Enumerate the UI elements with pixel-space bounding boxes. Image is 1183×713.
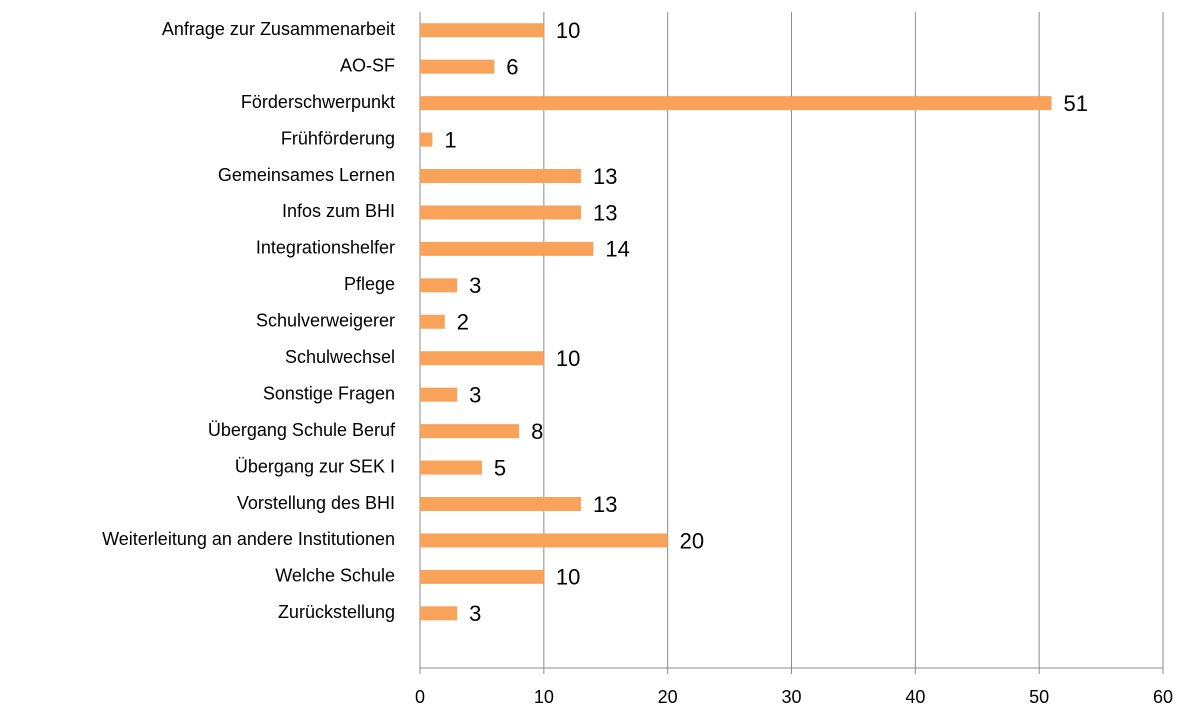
- bar: [420, 424, 520, 439]
- data-label: 14: [605, 237, 629, 262]
- y-tick-label: Welche Schule: [275, 566, 395, 586]
- data-label: 2: [457, 310, 469, 335]
- data-label: 20: [680, 528, 704, 553]
- y-tick-label: Vorstellung des BHI: [237, 493, 395, 513]
- y-tick-label: Gemeinsames Lernen: [218, 165, 395, 185]
- bar: [420, 205, 581, 220]
- bar: [420, 169, 581, 183]
- data-label: 8: [531, 419, 543, 444]
- x-tick-label: 40: [905, 687, 925, 707]
- bar: [420, 132, 433, 147]
- bar: [420, 569, 544, 584]
- x-tick-label: 0: [415, 687, 425, 707]
- y-tick-label: Frühförderung: [281, 128, 395, 148]
- y-tick-label: Integrationshelfer: [256, 238, 395, 258]
- bar: [420, 278, 458, 293]
- x-tick-label: 10: [534, 687, 554, 707]
- y-tick-label: Sonstige Fragen: [263, 383, 395, 403]
- y-tick-label: Anfrage zur Zusammenarbeit: [162, 19, 395, 39]
- bar: [420, 387, 458, 402]
- y-tick-label: Infos zum BHI: [282, 201, 395, 221]
- bar: [420, 351, 544, 366]
- bar: [420, 460, 482, 475]
- data-label: 10: [556, 18, 580, 43]
- data-label: 3: [469, 273, 481, 298]
- y-tick-label: Förderschwerpunkt: [241, 92, 395, 112]
- y-tick-label: Übergang zur SEK I: [235, 456, 395, 476]
- bar: [420, 533, 668, 548]
- y-tick-label: Schulwechsel: [285, 347, 395, 367]
- bar: [420, 23, 544, 38]
- x-tick-label: 50: [1029, 687, 1049, 707]
- y-tick-label: Zurückstellung: [278, 602, 395, 622]
- y-tick-label: Schulverweigerer: [256, 311, 395, 331]
- data-label: 13: [593, 492, 617, 517]
- x-tick-label: 20: [658, 687, 678, 707]
- x-tick-label: 60: [1153, 687, 1173, 707]
- bar: [420, 241, 594, 256]
- bar: [420, 606, 458, 621]
- data-label: 3: [469, 601, 481, 626]
- y-tick-label: AO-SF: [340, 55, 395, 75]
- bar: [420, 497, 581, 511]
- y-tick-label: Übergang Schule Beruf: [208, 420, 396, 440]
- data-label: 6: [506, 54, 518, 79]
- y-tick-label: Pflege: [344, 274, 395, 294]
- data-label: 10: [556, 346, 580, 371]
- bar: [420, 59, 495, 74]
- data-label: 10: [556, 565, 580, 590]
- data-label: 3: [469, 382, 481, 407]
- data-label: 51: [1064, 91, 1088, 116]
- bar: [420, 96, 1052, 111]
- data-label: 13: [593, 200, 617, 225]
- data-label: 13: [593, 164, 617, 189]
- x-tick-label: 30: [781, 687, 801, 707]
- data-label: 1: [444, 127, 456, 152]
- bar: [420, 314, 445, 329]
- y-tick-label: Weiterleitung an andere Institutionen: [102, 529, 395, 549]
- data-label: 5: [494, 455, 506, 480]
